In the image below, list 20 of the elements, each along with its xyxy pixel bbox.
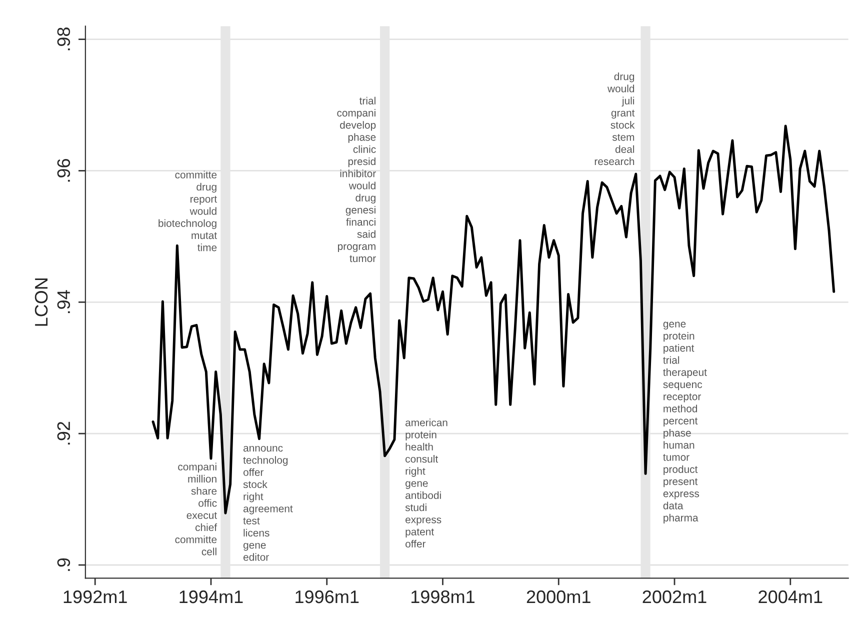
x-tick-label: 2000m1 [526, 590, 590, 604]
annotation: compani million share offic execut chief committe cell [175, 462, 218, 556]
y-tick-label: .98 [57, 28, 70, 50]
text: announc technolog offer stock right agreement test licens gene editor [243, 446, 293, 561]
annotation: drug would juli grant stock stem deal research [594, 72, 635, 166]
y-tick-label: .9 [57, 558, 70, 571]
y-tick-label: .92 [57, 422, 70, 444]
x-tick-label: 1998m1 [411, 590, 474, 604]
x-tick-label: 2002m1 [642, 590, 706, 604]
y-axis-title: LCON [34, 278, 48, 326]
x-tick-label: 1994m1 [180, 590, 243, 604]
text: gene protein patient trial therapeut sequenc receptor method percent phase human tumor product present express data pharma [663, 322, 707, 524]
x-tick-label: 1996m1 [296, 590, 359, 604]
text: american protein health consult right gene antibodi studi express patent offer [405, 418, 448, 548]
y-tick-label: .96 [57, 158, 70, 182]
annotation: committe drug report would biotechnolog mutat time [158, 170, 217, 252]
y-tick-label: .94 [57, 290, 70, 314]
x-tick-label: 1992m1 [64, 590, 127, 604]
text: trial compani develop phase clinic presid inhibitor would drug genesi financi said program tumor [337, 96, 376, 262]
x-tick-label: 2004m1 [758, 590, 822, 604]
